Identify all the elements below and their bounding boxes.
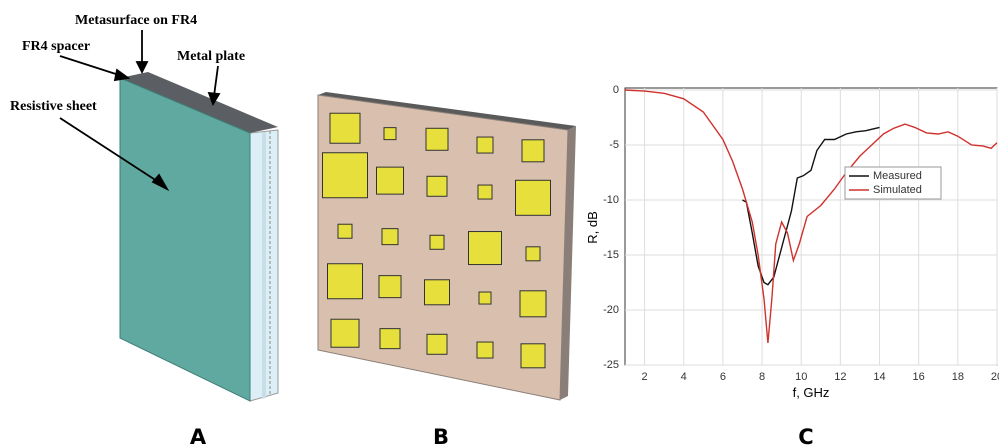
x-tick-label: 10 <box>795 371 807 383</box>
legend-label: Measured <box>873 170 922 182</box>
x-axis-label: f, GHz <box>793 385 830 400</box>
patch <box>477 137 493 153</box>
x-tick-label: 8 <box>759 371 765 383</box>
patch <box>427 176 447 196</box>
x-tick-label: 18 <box>952 371 964 383</box>
panel-label: C <box>798 425 813 448</box>
x-tick-label: 14 <box>873 371 885 383</box>
patch <box>426 128 448 150</box>
x-tick-label: 12 <box>834 371 846 383</box>
y-tick-label: -15 <box>603 249 619 261</box>
patch <box>330 113 360 143</box>
y-tick-label: -5 <box>609 139 619 151</box>
patch <box>382 229 398 245</box>
line-series <box>742 127 879 284</box>
patch <box>380 329 400 349</box>
patch <box>377 167 404 194</box>
y-tick-label: -25 <box>603 359 619 371</box>
patch <box>338 224 352 238</box>
patch <box>323 153 368 198</box>
patch <box>331 319 359 347</box>
absorber-3d <box>120 72 278 401</box>
x-tick-label: 4 <box>681 371 687 383</box>
patch <box>521 344 545 368</box>
patch <box>479 292 491 304</box>
patch <box>522 140 544 162</box>
patch <box>478 185 492 199</box>
patch <box>425 280 450 305</box>
panel-label: A <box>190 425 207 448</box>
patch <box>384 128 396 140</box>
y-tick-label: 0 <box>613 84 619 96</box>
line-series <box>625 90 997 343</box>
panel-label: B <box>433 425 449 448</box>
annotation: Metal plate <box>177 49 245 64</box>
x-tick-label: 16 <box>913 371 925 383</box>
patch <box>427 334 447 354</box>
annotation: Metasurface on FR4 <box>75 13 197 28</box>
patch <box>469 232 502 265</box>
metasurface <box>318 92 576 400</box>
patch <box>477 342 493 358</box>
plot: -25 -20 -15 -10 -5 0 2 4 6 8 10 12 14 16 18 20 f, GHz R, … <box>585 84 999 400</box>
patch <box>430 235 444 249</box>
y-axis-label: R, dB <box>585 211 600 244</box>
figure: Metasurface on FR4 FR4 spacer Metal plat… <box>0 0 999 448</box>
y-tick-label: -10 <box>603 194 619 206</box>
patch <box>379 276 401 298</box>
patch <box>328 264 363 299</box>
y-tick-label: -20 <box>603 304 619 316</box>
x-tick-label: 6 <box>720 371 726 383</box>
legend-label: Simulated <box>873 184 922 196</box>
patch <box>520 291 546 317</box>
annotation: Resistive sheet <box>10 99 97 114</box>
x-tick-label: 2 <box>642 371 648 383</box>
x-tick-label: 20 <box>991 371 999 383</box>
patch <box>526 247 540 261</box>
patch <box>516 180 551 215</box>
plot-frame <box>625 88 997 365</box>
annotation: FR4 spacer <box>22 39 90 54</box>
